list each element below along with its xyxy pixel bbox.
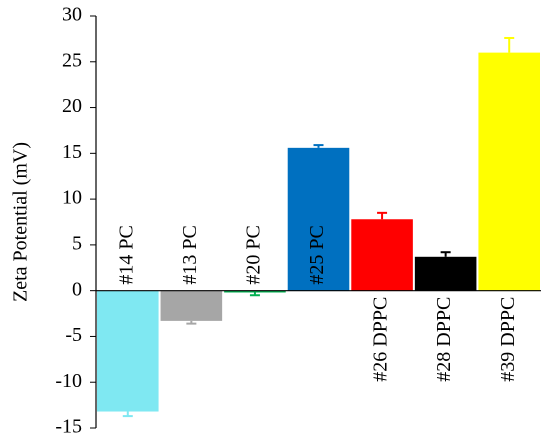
bar	[414, 256, 477, 291]
error-bar	[186, 320, 197, 325]
bar	[160, 290, 223, 321]
error-bar	[377, 211, 388, 220]
error-bar	[249, 292, 260, 297]
category-label: #20 PC	[243, 225, 265, 284]
error-bar	[440, 251, 451, 257]
y-tick-label: 10	[62, 187, 82, 209]
category-label: #39 DPPC	[497, 297, 519, 382]
error-bar	[504, 36, 515, 53]
bar	[97, 290, 159, 412]
error-bar	[122, 411, 133, 418]
category-label: #26 DPPC	[370, 297, 392, 382]
bar	[224, 290, 286, 293]
y-tick-label: 15	[62, 141, 82, 163]
y-tick-label: -10	[55, 370, 82, 392]
error-bar	[313, 144, 324, 148]
y-tick-label: 25	[62, 49, 82, 71]
category-label: #14 PC	[115, 225, 137, 284]
y-tick-label: 30	[62, 4, 82, 26]
category-label: #13 PC	[179, 225, 201, 284]
y-tick-label: 5	[72, 232, 82, 254]
y-tick-label: -5	[65, 324, 82, 346]
y-tick-label: 0	[72, 278, 82, 300]
y-axis-label: Zeta Potential (mV)	[10, 142, 32, 302]
category-label: #25 PC	[306, 225, 328, 284]
y-tick-label: 20	[62, 95, 82, 117]
y-tick-label: -15	[55, 416, 82, 438]
category-label: #28 DPPC	[433, 297, 455, 382]
bar	[351, 219, 413, 291]
bar	[478, 52, 540, 291]
bar	[287, 147, 350, 291]
